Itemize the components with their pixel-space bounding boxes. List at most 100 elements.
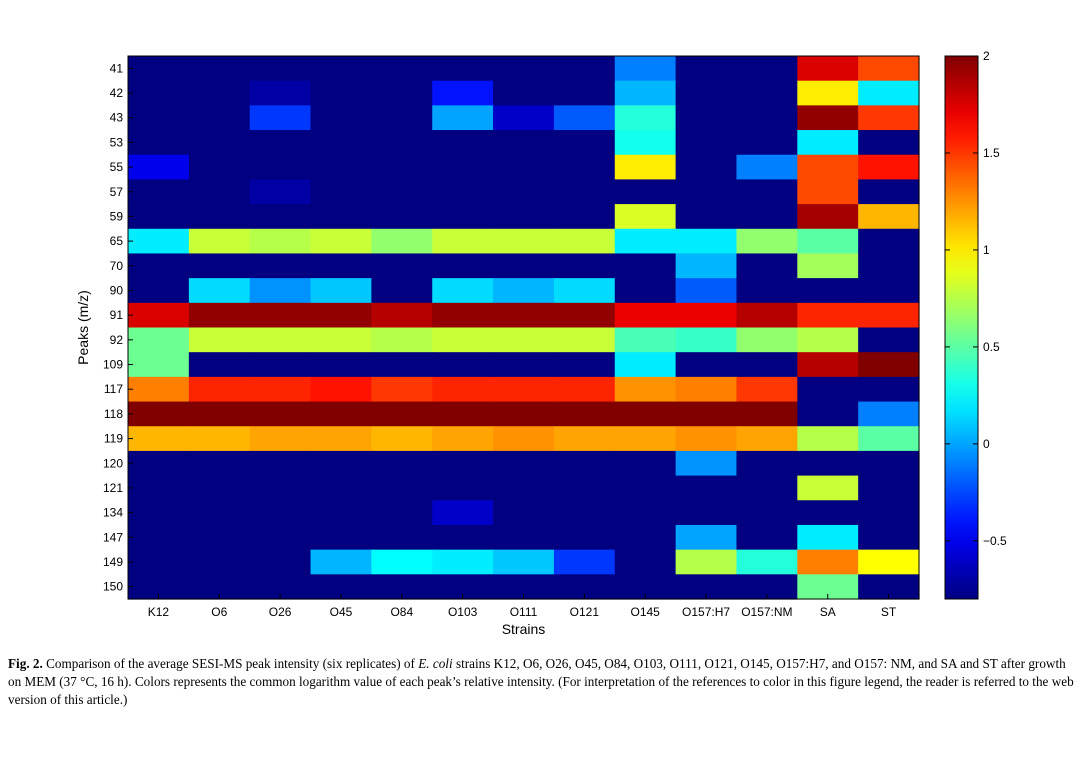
y-tick-label: 43: [110, 111, 124, 125]
x-axis-ticks: K12 O6 O26 O45 O84 O103 O111 O121 O145 O157:H7 O15…: [148, 594, 897, 619]
heatmap-cell: [493, 130, 555, 156]
x-tick-label: ST: [881, 605, 897, 619]
heatmap-cell: [553, 228, 616, 255]
heatmap-cell: [858, 549, 920, 575]
heatmap-cell: [614, 302, 677, 329]
heatmap-cell: [432, 352, 494, 378]
heatmap-cell: [797, 302, 859, 329]
heatmap-cell: [310, 327, 372, 353]
heatmap-cell: [614, 105, 677, 131]
heatmap-cell: [249, 302, 312, 329]
y-tick-label: 134: [103, 506, 123, 520]
heatmap-cell: [128, 204, 190, 230]
heatmap-cell: [310, 401, 372, 427]
heatmap-cell: [128, 228, 190, 255]
x-tick-label: O45: [330, 605, 353, 619]
caption-text-2: strains K12, O6, O26, O45, O84, O103, O1…: [8, 656, 1074, 707]
y-tick-label: 117: [104, 382, 123, 396]
heatmap-cell: [128, 426, 190, 452]
heatmap-cell: [249, 327, 312, 353]
heatmap-cell: [310, 524, 372, 551]
heatmap-cell: [858, 204, 920, 230]
x-tick-label: O111: [510, 605, 538, 619]
x-tick-label: O157:H7: [682, 605, 730, 619]
heatmap-cell: [249, 253, 312, 279]
heatmap-cell: [858, 130, 920, 156]
heatmap-cell: [675, 500, 738, 526]
heatmap-cell: [553, 352, 616, 378]
heatmap-cell: [858, 327, 920, 353]
heatmap-cell: [432, 475, 494, 501]
heatmap-cell: [128, 302, 190, 329]
y-tick-label: 41: [110, 61, 124, 75]
heatmap-cell: [371, 204, 433, 230]
heatmap-cell: [736, 228, 798, 255]
heatmap-cell: [614, 450, 677, 477]
heatmap-cell: [188, 302, 251, 329]
heatmap-cell: [675, 80, 738, 106]
heatmap-cell: [797, 105, 859, 131]
heatmap-cell: [675, 524, 738, 551]
heatmap-cell: [675, 450, 738, 477]
heatmap-cell: [736, 302, 798, 329]
heatmap-cell: [432, 228, 494, 255]
heatmap-cell: [493, 524, 555, 551]
heatmap-cell: [797, 278, 859, 304]
heatmap-cell: [432, 278, 494, 304]
heatmap-cell: [128, 549, 190, 575]
heatmap-cell: [371, 426, 433, 452]
heatmap-cell: [858, 500, 920, 526]
y-tick-label: 53: [110, 135, 124, 149]
y-tick-label: 90: [110, 283, 124, 297]
heatmap-cell: [432, 376, 494, 403]
heatmap-cell: [553, 80, 616, 106]
heatmap-cell: [736, 376, 798, 403]
heatmap-cell: [493, 278, 555, 304]
heatmap-cell: [858, 475, 920, 501]
heatmap-cell: [432, 56, 494, 82]
heatmap-cell: [614, 549, 677, 575]
heatmap-cell: [493, 80, 555, 106]
heatmap-cell: [858, 228, 920, 255]
heatmap-cell: [249, 278, 312, 304]
heatmap-cell: [188, 56, 251, 82]
heatmap-cell: [310, 500, 372, 526]
heatmap-figure: K12 O6 O26 O45 O84 O103 O111 O121 O145 O157:H7 O15…: [75, 49, 1007, 637]
heatmap-cell: [188, 524, 251, 551]
heatmap-cell: [736, 401, 798, 427]
heatmap-cell: [188, 80, 251, 106]
heatmap-cell: [553, 130, 616, 156]
heatmap-cell: [310, 302, 372, 329]
heatmap-cell: [553, 204, 616, 230]
heatmap-cell: [128, 376, 190, 403]
heatmap-cell: [553, 179, 616, 205]
heatmap-cell: [432, 549, 494, 575]
heatmap-cell: [188, 500, 251, 526]
heatmap-cell: [371, 154, 433, 181]
heatmap-cell: [675, 154, 738, 181]
heatmap-cell: [249, 179, 312, 205]
heatmap-cell: [797, 450, 859, 477]
heatmap-cell: [736, 253, 798, 279]
heatmap-cell: [493, 401, 555, 427]
heatmap-cell: [553, 426, 616, 452]
heatmap-cell: [493, 204, 555, 230]
heatmap-cell: [310, 549, 372, 575]
heatmap-cell: [614, 426, 677, 452]
heatmap-cell: [553, 549, 616, 575]
heatmap-cell: [797, 524, 859, 551]
colorbar-tick-label: 0: [983, 437, 990, 451]
heatmap-cell: [797, 352, 859, 378]
heatmap-cell: [553, 327, 616, 353]
heatmap-cell: [249, 130, 312, 156]
heatmap-cell: [493, 302, 555, 329]
heatmap-cell: [371, 253, 433, 279]
heatmap-cell: [493, 500, 555, 526]
heatmap-cell: [128, 80, 190, 106]
heatmap-cell: [614, 179, 677, 205]
heatmap-cell: [553, 56, 616, 82]
heatmap-cell: [614, 228, 677, 255]
x-tick-label: O121: [570, 605, 600, 619]
heatmap-cell: [432, 524, 494, 551]
heatmap-cell: [128, 450, 190, 477]
